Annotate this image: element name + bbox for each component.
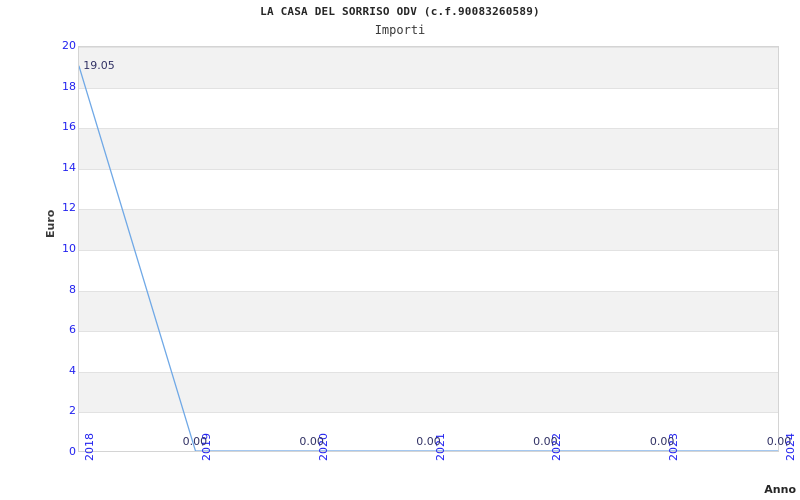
data-point-label: 0.00	[182, 435, 208, 448]
y-axis-tick-label: 12	[62, 201, 76, 215]
y-axis-tick-label: 14	[62, 160, 76, 174]
gridline	[79, 47, 778, 48]
background-band	[79, 209, 778, 250]
x-axis-tick-label: 2018	[83, 433, 96, 461]
y-axis-tick-label: 2	[69, 404, 76, 418]
gridline	[79, 372, 778, 373]
y-axis-ticks: 0 2 4 6 8 10 12 14 16 18 20	[0, 0, 76, 500]
gridline	[79, 128, 778, 129]
chart-title: LA CASA DEL SORRISO ODV (c.f.90083260589…	[260, 5, 540, 18]
data-point-label: 0.00	[766, 435, 792, 448]
background-band	[79, 128, 778, 169]
y-axis-tick-label: 20	[62, 39, 76, 52]
y-axis-tick-label: 8	[69, 282, 76, 296]
gridline	[79, 169, 778, 170]
y-axis-tick-label: 6	[69, 323, 76, 337]
y-axis-tick-label: 10	[62, 242, 76, 255]
gridline	[79, 412, 778, 413]
background-band	[79, 290, 778, 332]
series-line-importi	[79, 65, 778, 451]
plot-area	[78, 46, 779, 452]
y-axis-tick-label: 16	[62, 120, 76, 134]
data-point-label: 0.00	[299, 435, 324, 448]
y-axis-tick-label: 0	[69, 445, 76, 458]
data-point-label: 0.00	[533, 435, 558, 448]
gridline	[79, 291, 778, 292]
y-axis-tick-label: 4	[69, 363, 76, 377]
data-point-label: 0.00	[416, 435, 441, 448]
data-point-label: 19.05	[83, 59, 115, 73]
chart-subtitle: Importi	[374, 23, 426, 37]
data-point-label: 0.00	[649, 435, 675, 448]
background-band	[79, 47, 778, 88]
y-axis-tick-label: 18	[62, 79, 76, 93]
gridline	[79, 209, 778, 210]
x-axis-title: Anno	[764, 483, 796, 496]
background-band	[79, 371, 778, 413]
gridline	[79, 250, 778, 251]
y-axis-title: Euro	[44, 209, 57, 238]
gridline	[79, 331, 778, 332]
gridline	[79, 88, 778, 89]
